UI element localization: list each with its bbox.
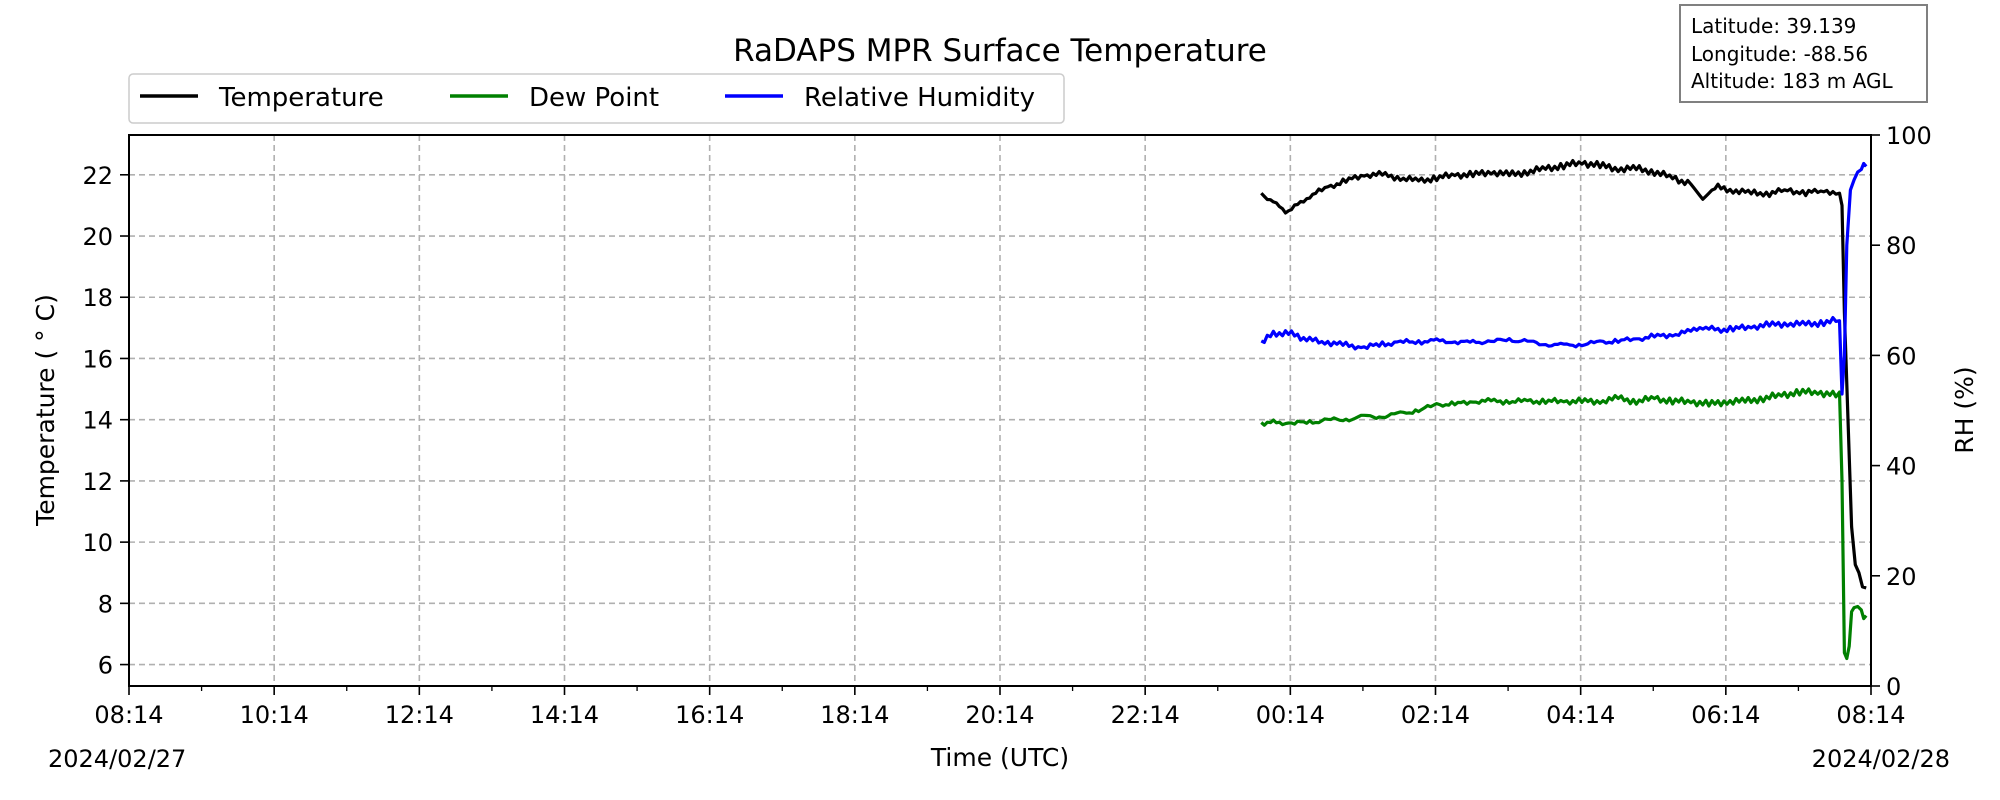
- info-latitude: Latitude: 39.139: [1691, 14, 1856, 38]
- series-line-relative-humidity: [1260, 161, 1868, 396]
- y-right-tick-label: 100: [1886, 122, 1932, 150]
- legend-label-dew-point: Dew Point: [529, 83, 659, 113]
- y-axis-left-label: Temperature ( ° C): [31, 294, 60, 527]
- x-tick-label: 18:14: [820, 701, 889, 729]
- legend-label-relative-humidity: Relative Humidity: [804, 83, 1035, 113]
- gridlines: [129, 135, 1871, 686]
- station-info-box: Latitude: 39.139 Longitude: -88.56 Altit…: [1679, 4, 1928, 103]
- legend: Temperature Dew Point Relative Humidity: [128, 73, 1065, 124]
- y-left-tick-label: 8: [98, 590, 113, 618]
- start-date-label: 2024/02/27: [48, 745, 186, 773]
- info-box-frame: [1679, 4, 1928, 103]
- x-tick-label: 00:14: [1256, 701, 1325, 729]
- data-series: [1260, 159, 1868, 661]
- y-right-tick-label: 20: [1886, 563, 1917, 591]
- chart-title: RaDAPS MPR Surface Temperature: [733, 33, 1267, 69]
- x-tick-label: 22:14: [1111, 701, 1180, 729]
- y-left-tick-label: 18: [82, 284, 113, 312]
- y-right-tick-label: 0: [1886, 673, 1901, 701]
- series-line-dew-point: [1260, 387, 1868, 661]
- legend-box: [128, 73, 1065, 124]
- y-right-tick-label: 40: [1886, 453, 1917, 481]
- x-tick-label: 16:14: [675, 701, 744, 729]
- y-right-tick-label: 80: [1886, 232, 1917, 260]
- y-axis-right-label: RH (%): [1950, 366, 1979, 453]
- end-date-label: 2024/02/28: [1812, 745, 1950, 773]
- info-longitude: Longitude: -88.56: [1691, 42, 1868, 66]
- legend-label-temperature: Temperature: [218, 83, 384, 113]
- y-right-tick-label: 60: [1886, 342, 1917, 370]
- x-tick-label: 08:14: [94, 701, 163, 729]
- x-tick-label: 12:14: [385, 701, 454, 729]
- info-altitude: Altitude: 183 m AGL: [1691, 69, 1893, 93]
- axis-ticks: 08:14 10:14 12:14 14:14 16:14 18:14 20:14 22:14…: [82, 122, 1931, 729]
- y-left-tick-label: 12: [82, 468, 113, 496]
- x-tick-label: 02:14: [1401, 701, 1470, 729]
- y-left-tick-label: 22: [82, 162, 113, 190]
- x-tick-label: 10:14: [240, 701, 309, 729]
- y-left-tick-label: 14: [82, 407, 113, 435]
- y-left-tick-label: 6: [98, 652, 113, 680]
- x-axis-label: Time (UTC): [930, 743, 1069, 772]
- y-left-tick-label: 20: [82, 223, 113, 251]
- x-tick-label: 20:14: [965, 701, 1034, 729]
- x-tick-label: 04:14: [1546, 701, 1615, 729]
- y-left-tick-label: 10: [82, 529, 113, 557]
- x-tick-label: 14:14: [530, 701, 599, 729]
- y-left-tick-label: 16: [82, 345, 113, 373]
- x-tick-label: 08:14: [1836, 701, 1905, 729]
- x-tick-label: 06:14: [1691, 701, 1760, 729]
- series-line-temperature: [1260, 159, 1867, 590]
